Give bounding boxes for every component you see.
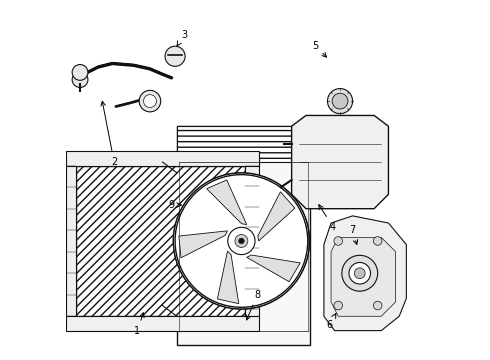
- Polygon shape: [76, 166, 245, 316]
- Text: 4: 4: [319, 205, 336, 231]
- Polygon shape: [331, 237, 395, 316]
- Circle shape: [334, 301, 343, 310]
- Polygon shape: [247, 255, 300, 282]
- Circle shape: [72, 72, 88, 87]
- Polygon shape: [177, 126, 310, 162]
- Circle shape: [334, 237, 343, 245]
- Circle shape: [354, 268, 365, 279]
- Polygon shape: [177, 126, 310, 345]
- Polygon shape: [258, 192, 295, 241]
- Circle shape: [342, 255, 378, 291]
- Polygon shape: [66, 316, 259, 330]
- Circle shape: [373, 301, 382, 310]
- Circle shape: [72, 64, 88, 80]
- Polygon shape: [66, 158, 76, 323]
- Polygon shape: [58, 194, 66, 216]
- Circle shape: [173, 173, 310, 309]
- Circle shape: [139, 90, 161, 112]
- Polygon shape: [324, 216, 406, 330]
- Circle shape: [144, 95, 156, 108]
- Text: 7: 7: [349, 225, 358, 244]
- Circle shape: [228, 227, 255, 255]
- Polygon shape: [58, 273, 66, 295]
- Polygon shape: [218, 251, 239, 304]
- Polygon shape: [207, 180, 247, 225]
- Circle shape: [327, 89, 353, 114]
- Circle shape: [373, 237, 382, 245]
- Text: 1: 1: [134, 313, 144, 336]
- Text: 3: 3: [177, 30, 187, 46]
- Polygon shape: [179, 231, 227, 258]
- Text: 8: 8: [246, 290, 261, 320]
- Text: 9: 9: [169, 200, 181, 210]
- Text: 2: 2: [101, 101, 117, 167]
- Polygon shape: [66, 151, 259, 166]
- Text: 5: 5: [312, 41, 326, 57]
- Circle shape: [235, 234, 248, 247]
- Circle shape: [349, 262, 370, 284]
- Text: 6: 6: [326, 314, 336, 330]
- Polygon shape: [245, 158, 259, 316]
- Circle shape: [165, 46, 185, 66]
- Circle shape: [239, 238, 245, 244]
- Polygon shape: [292, 116, 389, 209]
- Circle shape: [332, 93, 348, 109]
